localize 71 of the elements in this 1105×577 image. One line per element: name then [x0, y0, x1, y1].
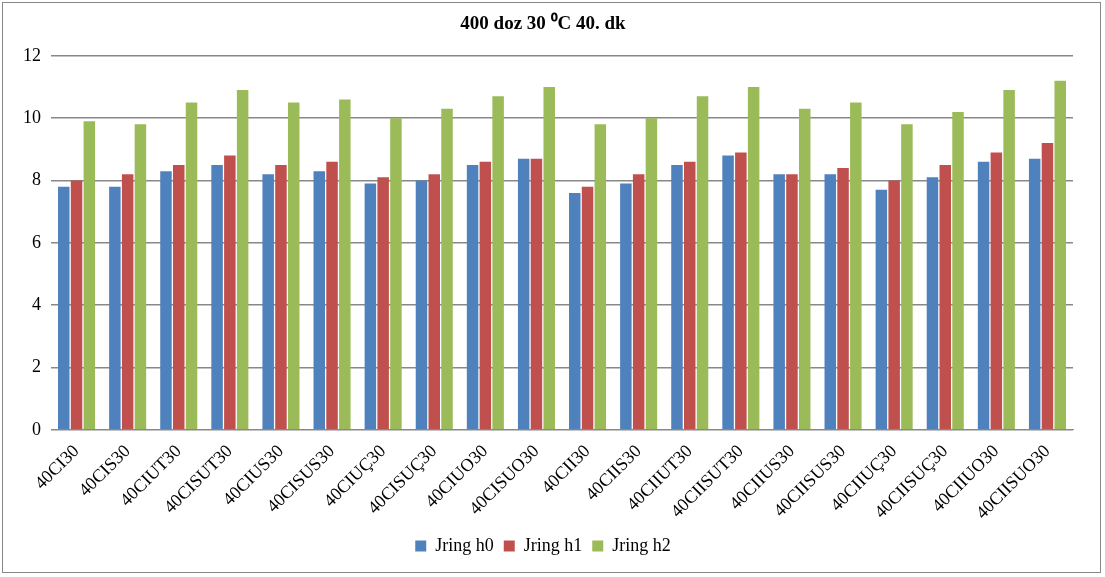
bar	[121, 174, 134, 430]
bar	[83, 121, 96, 430]
bar	[735, 152, 747, 430]
bar	[594, 124, 607, 430]
legend-label: Jring h0	[435, 534, 494, 555]
bar	[70, 180, 83, 430]
bar	[134, 124, 147, 430]
bar	[773, 174, 785, 430]
bar	[517, 158, 530, 430]
bar	[581, 186, 594, 430]
bar	[569, 192, 581, 430]
bar	[160, 171, 172, 430]
bar	[824, 174, 837, 430]
bar	[364, 183, 377, 430]
bar	[1054, 80, 1066, 430]
bar	[173, 164, 185, 430]
bar	[798, 108, 811, 430]
bar	[441, 108, 453, 430]
bar	[339, 99, 351, 430]
bar	[939, 164, 951, 430]
bar	[875, 189, 888, 430]
bar	[786, 174, 798, 430]
bar	[837, 168, 849, 430]
bar	[415, 180, 428, 430]
legend-label: Jring h2	[612, 534, 671, 555]
bar	[1028, 158, 1041, 430]
bar	[1003, 90, 1015, 430]
bar	[492, 96, 504, 430]
bar	[377, 177, 389, 430]
bar	[326, 161, 338, 430]
bar	[262, 174, 274, 430]
bar	[645, 118, 658, 430]
y-tick-label: 6	[32, 231, 41, 252]
y-tick-label: 10	[23, 106, 41, 127]
bar	[1041, 143, 1054, 430]
bar	[58, 186, 70, 430]
bar	[888, 180, 900, 430]
chart-title: 400 doz 30 ⁰C 40. dk	[460, 12, 627, 34]
bar	[901, 124, 913, 430]
bar	[926, 177, 939, 430]
bar	[313, 171, 326, 430]
y-tick-label: 12	[23, 44, 41, 65]
bar	[236, 90, 249, 430]
bar	[543, 86, 555, 430]
y-tick-label: 0	[32, 418, 41, 439]
bar	[109, 186, 121, 430]
y-tick-label: 4	[32, 293, 41, 314]
bar	[530, 158, 543, 430]
bar	[620, 183, 632, 430]
bar	[287, 102, 300, 430]
bar	[466, 164, 479, 430]
bar	[684, 161, 696, 430]
legend-label: Jring h1	[523, 534, 583, 555]
bar	[850, 102, 862, 430]
bar	[390, 118, 402, 430]
bar	[747, 86, 760, 430]
bar	[428, 174, 440, 430]
bar	[211, 164, 223, 430]
bar	[671, 164, 683, 430]
y-tick-label: 8	[32, 169, 41, 190]
bar	[990, 152, 1003, 430]
bar	[224, 155, 236, 430]
bar	[696, 96, 709, 430]
bar	[632, 174, 645, 430]
y-tick-label: 2	[32, 356, 41, 377]
bar	[479, 161, 492, 430]
bar	[977, 161, 990, 430]
bar	[722, 155, 734, 430]
bar	[185, 102, 198, 430]
bar	[952, 111, 964, 430]
bar	[275, 164, 287, 430]
